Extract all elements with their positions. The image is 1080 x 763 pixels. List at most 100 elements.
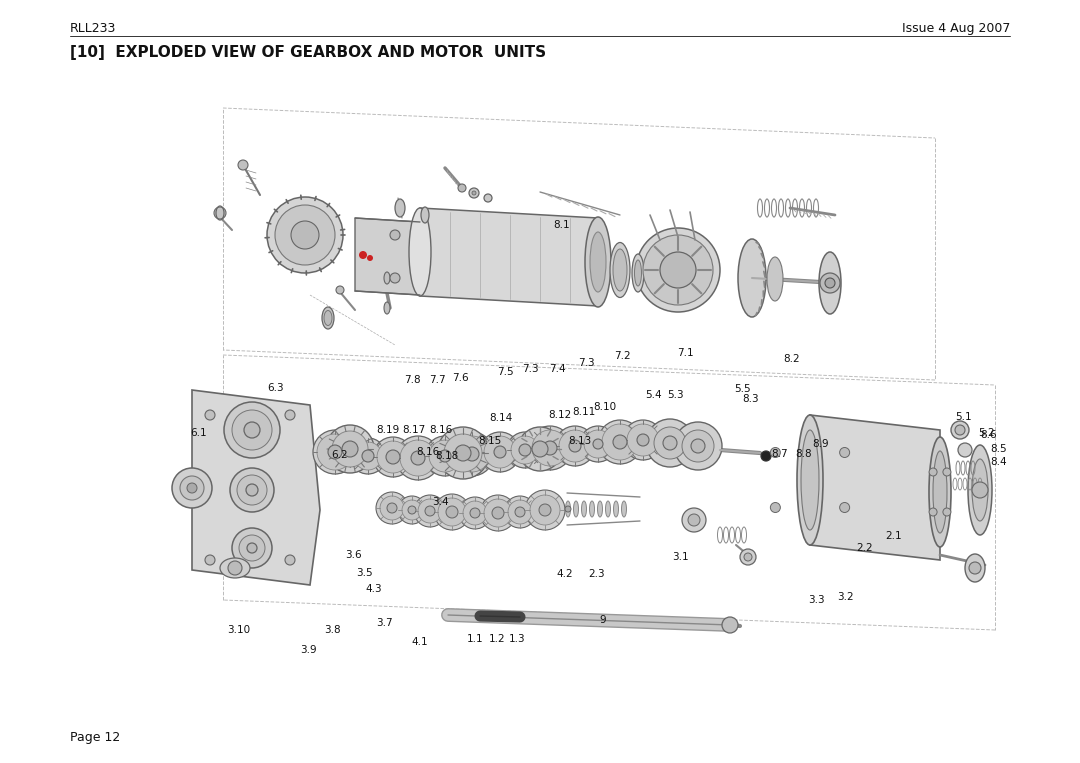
- Text: 6.1: 6.1: [190, 427, 206, 438]
- Circle shape: [444, 434, 482, 472]
- Circle shape: [525, 490, 565, 530]
- Circle shape: [480, 432, 519, 472]
- Polygon shape: [810, 415, 940, 560]
- Circle shape: [825, 278, 835, 288]
- Circle shape: [519, 444, 531, 456]
- Circle shape: [437, 427, 489, 479]
- Circle shape: [470, 508, 480, 518]
- Circle shape: [602, 424, 638, 460]
- Circle shape: [598, 420, 642, 464]
- Circle shape: [740, 549, 756, 565]
- Text: Page 12: Page 12: [70, 732, 120, 745]
- Circle shape: [929, 508, 937, 516]
- Circle shape: [232, 410, 272, 450]
- Ellipse shape: [635, 260, 642, 286]
- Circle shape: [688, 514, 700, 526]
- Text: 8.6: 8.6: [981, 430, 997, 440]
- Circle shape: [386, 450, 400, 464]
- Ellipse shape: [384, 302, 390, 314]
- Circle shape: [943, 508, 950, 516]
- Ellipse shape: [409, 208, 431, 296]
- Circle shape: [244, 422, 260, 438]
- Circle shape: [969, 562, 981, 574]
- Circle shape: [674, 422, 723, 470]
- Ellipse shape: [966, 554, 985, 582]
- Circle shape: [172, 468, 212, 508]
- Text: 8.10: 8.10: [593, 401, 616, 412]
- Polygon shape: [192, 390, 320, 585]
- Circle shape: [267, 197, 343, 273]
- Circle shape: [426, 506, 435, 516]
- Ellipse shape: [929, 437, 951, 547]
- Text: 3.7: 3.7: [376, 618, 392, 629]
- Circle shape: [454, 436, 490, 472]
- Circle shape: [247, 543, 257, 553]
- Circle shape: [839, 503, 850, 513]
- Circle shape: [663, 436, 677, 450]
- Text: 8.1: 8.1: [553, 220, 569, 230]
- Text: 4.1: 4.1: [411, 637, 428, 648]
- Ellipse shape: [384, 272, 390, 284]
- Ellipse shape: [801, 430, 819, 530]
- Circle shape: [972, 482, 988, 498]
- Text: 3.5: 3.5: [356, 568, 373, 578]
- Ellipse shape: [968, 445, 993, 535]
- Circle shape: [418, 499, 442, 523]
- Text: 4.2: 4.2: [556, 568, 572, 579]
- Text: 7.3: 7.3: [522, 363, 538, 374]
- Ellipse shape: [738, 239, 766, 317]
- Circle shape: [660, 252, 696, 288]
- Text: 5.5: 5.5: [734, 384, 751, 394]
- Text: 2.1: 2.1: [886, 531, 902, 542]
- Circle shape: [336, 286, 345, 294]
- Circle shape: [376, 492, 408, 524]
- Circle shape: [511, 436, 539, 464]
- Circle shape: [691, 439, 705, 453]
- Circle shape: [484, 499, 512, 527]
- Text: 3.1: 3.1: [672, 552, 688, 562]
- Circle shape: [530, 495, 561, 525]
- Text: 7.4: 7.4: [549, 363, 565, 374]
- Circle shape: [543, 441, 557, 455]
- Circle shape: [275, 205, 335, 265]
- Circle shape: [627, 424, 659, 456]
- Text: RLL233: RLL233: [70, 21, 117, 34]
- Text: 3.3: 3.3: [808, 595, 824, 606]
- Text: 3.10: 3.10: [227, 625, 249, 636]
- Ellipse shape: [324, 311, 332, 326]
- Circle shape: [723, 617, 738, 633]
- Ellipse shape: [797, 415, 823, 545]
- Ellipse shape: [632, 254, 644, 292]
- Ellipse shape: [590, 232, 606, 292]
- Ellipse shape: [566, 501, 570, 517]
- Circle shape: [593, 439, 603, 449]
- Circle shape: [350, 438, 386, 474]
- Circle shape: [646, 419, 694, 467]
- Circle shape: [584, 430, 612, 458]
- Ellipse shape: [610, 243, 630, 298]
- Circle shape: [377, 441, 409, 473]
- Text: 7.3: 7.3: [578, 358, 594, 369]
- Text: 8.3: 8.3: [742, 394, 758, 404]
- Text: 8.14: 8.14: [489, 413, 513, 423]
- Circle shape: [285, 410, 295, 420]
- Ellipse shape: [597, 501, 603, 517]
- Text: 8.8: 8.8: [795, 449, 811, 459]
- Circle shape: [820, 273, 840, 293]
- Polygon shape: [355, 218, 420, 295]
- Ellipse shape: [421, 207, 429, 223]
- Circle shape: [362, 450, 374, 462]
- Circle shape: [342, 441, 357, 457]
- Circle shape: [313, 430, 357, 474]
- Circle shape: [318, 434, 353, 470]
- Circle shape: [955, 425, 966, 435]
- Ellipse shape: [581, 501, 586, 517]
- Circle shape: [205, 410, 215, 420]
- Ellipse shape: [767, 257, 783, 301]
- Circle shape: [224, 402, 280, 458]
- Circle shape: [484, 436, 516, 468]
- Text: 8.9: 8.9: [812, 439, 828, 449]
- Circle shape: [532, 441, 548, 457]
- Circle shape: [681, 508, 706, 532]
- Text: 7.2: 7.2: [615, 351, 631, 362]
